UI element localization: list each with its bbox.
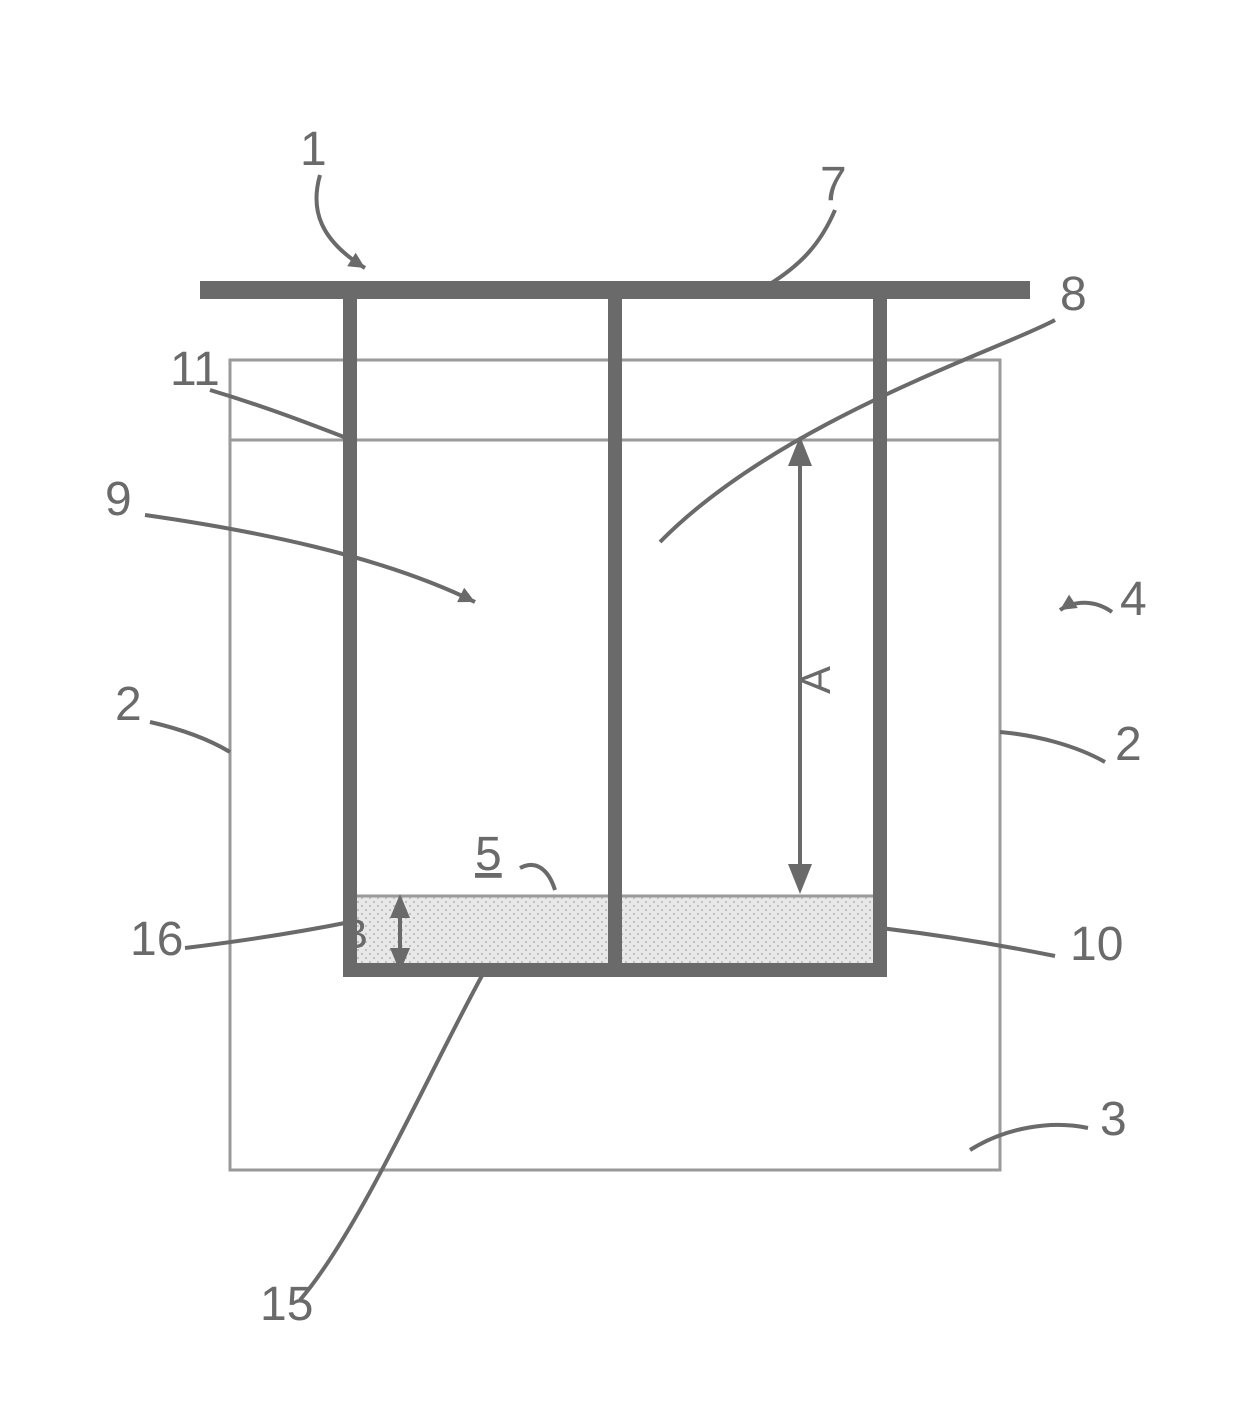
label-9: 9 — [105, 473, 132, 526]
label-4: 4 — [1120, 573, 1147, 626]
label-7: 7 — [820, 158, 847, 211]
diagram-canvas: A B 1 7 8 11 9 4 2 2 5 16 10 3 — [0, 0, 1257, 1416]
label-1: 1 — [300, 123, 327, 176]
dim-A-label: A — [792, 666, 839, 694]
label-3: 3 — [1100, 1093, 1127, 1146]
label-5: 5 — [475, 828, 502, 881]
label-8: 8 — [1060, 268, 1087, 321]
leaders — [145, 175, 1112, 1300]
leader-arrowheads — [347, 253, 1078, 610]
dim-B-label: B — [340, 910, 368, 957]
reference-labels: 1 7 8 11 9 4 2 2 5 16 10 3 15 — [105, 123, 1147, 1331]
label-15: 15 — [260, 1278, 313, 1331]
label-10: 10 — [1070, 918, 1123, 971]
label-2-left: 2 — [115, 678, 142, 731]
label-11: 11 — [170, 343, 220, 396]
label-2-right: 2 — [1115, 718, 1142, 771]
dimension-A: A — [788, 436, 839, 894]
label-16: 16 — [130, 913, 183, 966]
